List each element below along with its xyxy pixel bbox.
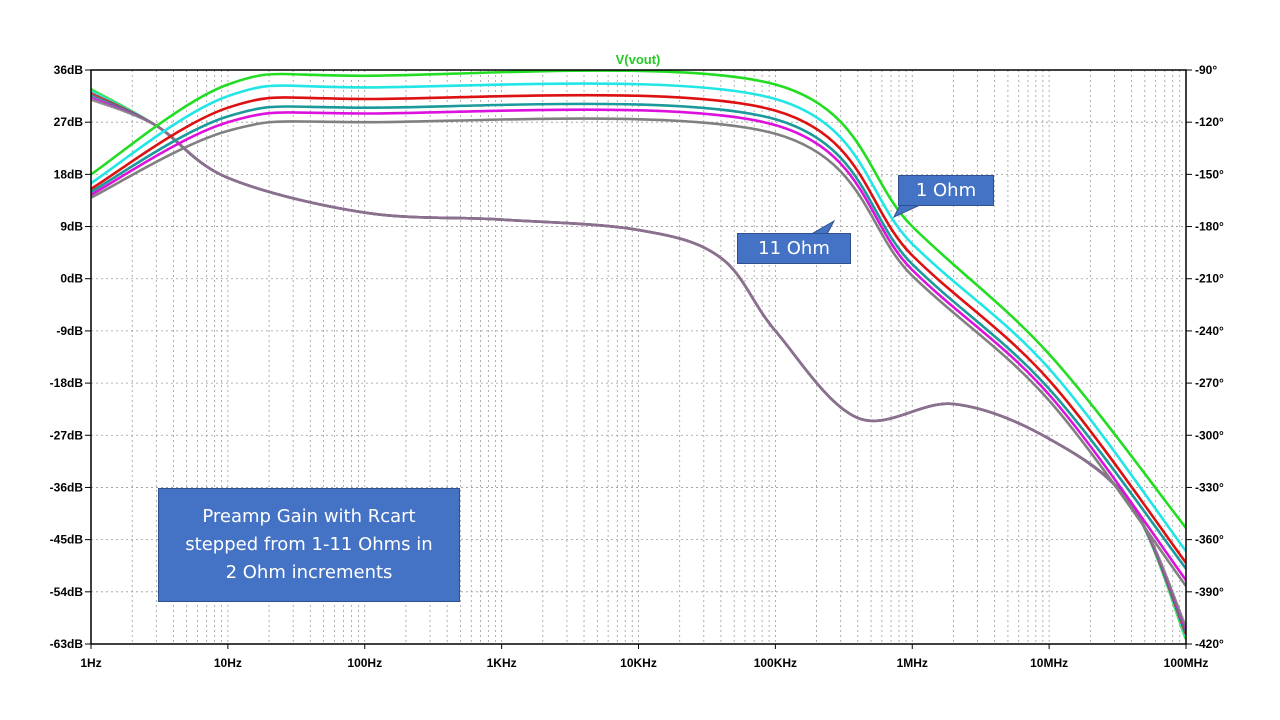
phase-curves [91,87,1186,641]
left-tick-label: 9dB [60,220,83,234]
right-tick-label: -120° [1195,115,1224,129]
left-tick-label: 0dB [60,272,83,286]
x-tick-label: 100MHz [1164,656,1209,670]
right-tick-label: -360° [1195,533,1224,547]
magnitude-series-5 [91,117,1186,587]
magnitude-series-3 [91,102,1186,570]
magnitude-series-2 [91,93,1186,564]
magnitude-series-4 [91,108,1186,581]
x-tick-label: 10KHz [620,656,657,670]
chart-info-box: Preamp Gain with Rcart stepped from 1-11… [158,488,460,602]
left-tick-label: -45dB [50,533,84,547]
magnitude-curves [91,70,1186,587]
left-tick-label: -27dB [50,428,84,442]
right-tick-label: -300° [1195,428,1224,442]
right-tick-label: -270° [1195,376,1224,390]
chart-title: V(vout) [616,52,661,67]
callout-1-ohm: 1 Ohm [898,175,994,206]
right-tick-label: -210° [1195,272,1224,286]
left-tick-label: -36dB [50,480,84,494]
left-axis-labels: 36dB 27dB 18dB 9dB 0dB -9dB -18dB -27dB -36dB -45… [50,63,84,651]
left-tick-label: 36dB [54,63,84,77]
right-tick-label: -90° [1195,63,1217,77]
x-axis-labels: 1Hz 10Hz 100Hz 1KHz 10KHz 100KHz 1MHz 10MHz 100M… [80,656,1208,670]
phase-series-5 [91,98,1186,628]
right-axis-labels: -90° -120° -150° -180° -210° -240° -270° -300° -… [1195,63,1224,651]
left-tick-label: -9dB [56,324,83,338]
left-tick-label: 27dB [54,115,84,129]
left-tick-label: 18dB [54,167,84,181]
right-tick-label: -420° [1195,637,1224,651]
x-tick-label: 100Hz [347,656,382,670]
x-tick-label: 10MHz [1030,656,1068,670]
right-tick-label: -240° [1195,324,1224,338]
axis-ticks [85,69,1192,649]
callout-11-ohm: 11 Ohm [737,233,851,264]
x-tick-label: 100KHz [754,656,797,670]
left-tick-label: -18dB [50,376,84,390]
left-tick-label: -54dB [50,585,84,599]
x-tick-label: 1MHz [897,656,928,670]
left-tick-label: -63dB [50,637,84,651]
x-tick-label: 1KHz [487,656,517,670]
grid-lines [90,69,1187,645]
right-tick-label: -150° [1195,167,1224,181]
magnitude-series-1 [91,82,1186,552]
x-tick-label: 1Hz [80,656,101,670]
x-tick-label: 10Hz [214,656,242,670]
right-tick-label: -390° [1195,585,1224,599]
magnitude-series-0 [91,70,1186,529]
right-tick-label: -330° [1195,480,1224,494]
right-tick-label: -180° [1195,220,1224,234]
